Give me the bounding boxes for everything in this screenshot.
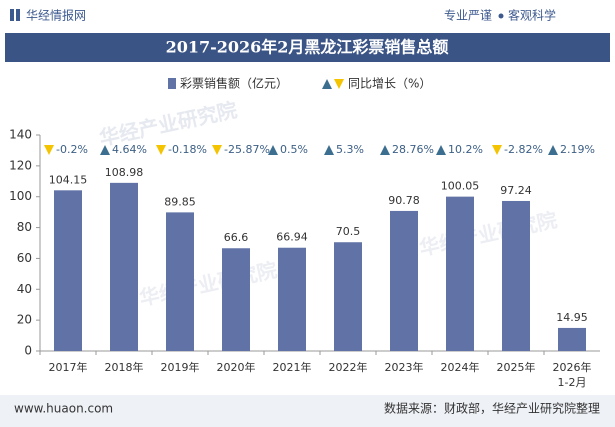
y-tick-label: 0 bbox=[24, 344, 32, 358]
growth-label: -2.82% bbox=[504, 143, 543, 156]
footer-bg bbox=[0, 395, 615, 427]
value-label: 66.6 bbox=[224, 231, 249, 244]
x-tick-label: 2022年 bbox=[328, 361, 368, 374]
logo bbox=[10, 9, 14, 21]
growth-marker bbox=[268, 145, 278, 155]
growth-marker bbox=[492, 145, 502, 155]
x-tick-label: 2026年 1-2月 bbox=[552, 361, 592, 389]
y-tick-label: 60 bbox=[17, 251, 32, 265]
growth-marker bbox=[436, 145, 446, 155]
footer-site: www.huaon.com bbox=[14, 402, 113, 416]
legend-label: 彩票销售额（亿元） bbox=[180, 76, 288, 91]
x-tick-label: 2021年 bbox=[272, 361, 312, 374]
growth-label: -0.2% bbox=[56, 143, 88, 156]
y-tick-label: 100 bbox=[9, 189, 32, 203]
growth-marker bbox=[380, 145, 390, 155]
y-tick-label: 140 bbox=[9, 128, 32, 142]
growth-label: -0.18% bbox=[168, 143, 207, 156]
growth-marker bbox=[324, 145, 334, 155]
slogan: 客观科学 bbox=[508, 8, 556, 23]
dot bbox=[498, 13, 504, 19]
value-label: 70.5 bbox=[336, 225, 361, 238]
y-tick-label: 40 bbox=[17, 282, 32, 296]
chart-title: 2017-2026年2月黑龙江彩票销售总额 bbox=[166, 38, 449, 57]
bar bbox=[278, 247, 306, 351]
bar bbox=[334, 242, 362, 351]
x-tick-label: 2017年 bbox=[48, 361, 88, 374]
value-label: 14.95 bbox=[556, 311, 588, 324]
bar bbox=[166, 212, 194, 351]
value-label: 108.98 bbox=[105, 166, 144, 179]
header-bg bbox=[0, 0, 615, 30]
x-tick-label: 2020年 bbox=[216, 361, 256, 374]
bar bbox=[558, 327, 586, 351]
growth-marker bbox=[44, 145, 54, 155]
bar bbox=[110, 182, 138, 351]
footer-source: 数据来源：财政部，华经产业研究院整理 bbox=[384, 401, 600, 416]
growth-label: -25.87% bbox=[224, 143, 270, 156]
growth-label: 4.64% bbox=[112, 143, 147, 156]
y-tick-label: 80 bbox=[17, 220, 32, 234]
bar bbox=[390, 210, 418, 351]
growth-label: 0.5% bbox=[280, 143, 308, 156]
value-label: 104.15 bbox=[49, 173, 88, 186]
x-tick-label: 2018年 bbox=[104, 361, 144, 374]
value-label: 90.78 bbox=[388, 194, 420, 207]
bar bbox=[502, 200, 530, 351]
growth-label: 10.2% bbox=[448, 143, 483, 156]
growth-marker bbox=[156, 145, 166, 155]
bar bbox=[54, 190, 82, 351]
value-label: 66.94 bbox=[276, 231, 308, 244]
growth-marker bbox=[100, 145, 110, 155]
bar bbox=[446, 196, 474, 351]
growth-marker bbox=[548, 145, 558, 155]
slogan: 专业严谨 bbox=[444, 8, 492, 23]
watermark: 华经产业研究院 bbox=[137, 258, 279, 311]
legend-up bbox=[322, 79, 332, 89]
watermark: 华经产业研究院 bbox=[417, 208, 559, 261]
legend-down bbox=[334, 79, 344, 89]
logo bbox=[16, 9, 20, 21]
x-tick-label: 2023年 bbox=[384, 361, 424, 374]
legend-label: 同比增长（%） bbox=[348, 77, 431, 91]
growth-label: 2.19% bbox=[560, 143, 595, 156]
legend-swatch bbox=[168, 78, 176, 89]
value-label: 100.05 bbox=[441, 180, 480, 193]
growth-label: 28.76% bbox=[392, 143, 434, 156]
x-tick-label: 2025年 bbox=[496, 361, 536, 374]
growth-label: 5.3% bbox=[336, 143, 364, 156]
value-label: 97.24 bbox=[500, 184, 532, 197]
title-bar bbox=[5, 33, 610, 62]
growth-marker bbox=[212, 145, 222, 155]
brand: 华经情报网 bbox=[26, 8, 86, 23]
value-label: 89.85 bbox=[164, 195, 196, 208]
x-tick-label: 2019年 bbox=[160, 361, 200, 374]
y-tick-label: 20 bbox=[17, 313, 32, 327]
x-tick-label: 2024年 bbox=[440, 361, 480, 374]
bar bbox=[222, 248, 250, 351]
y-tick-label: 120 bbox=[9, 158, 32, 172]
